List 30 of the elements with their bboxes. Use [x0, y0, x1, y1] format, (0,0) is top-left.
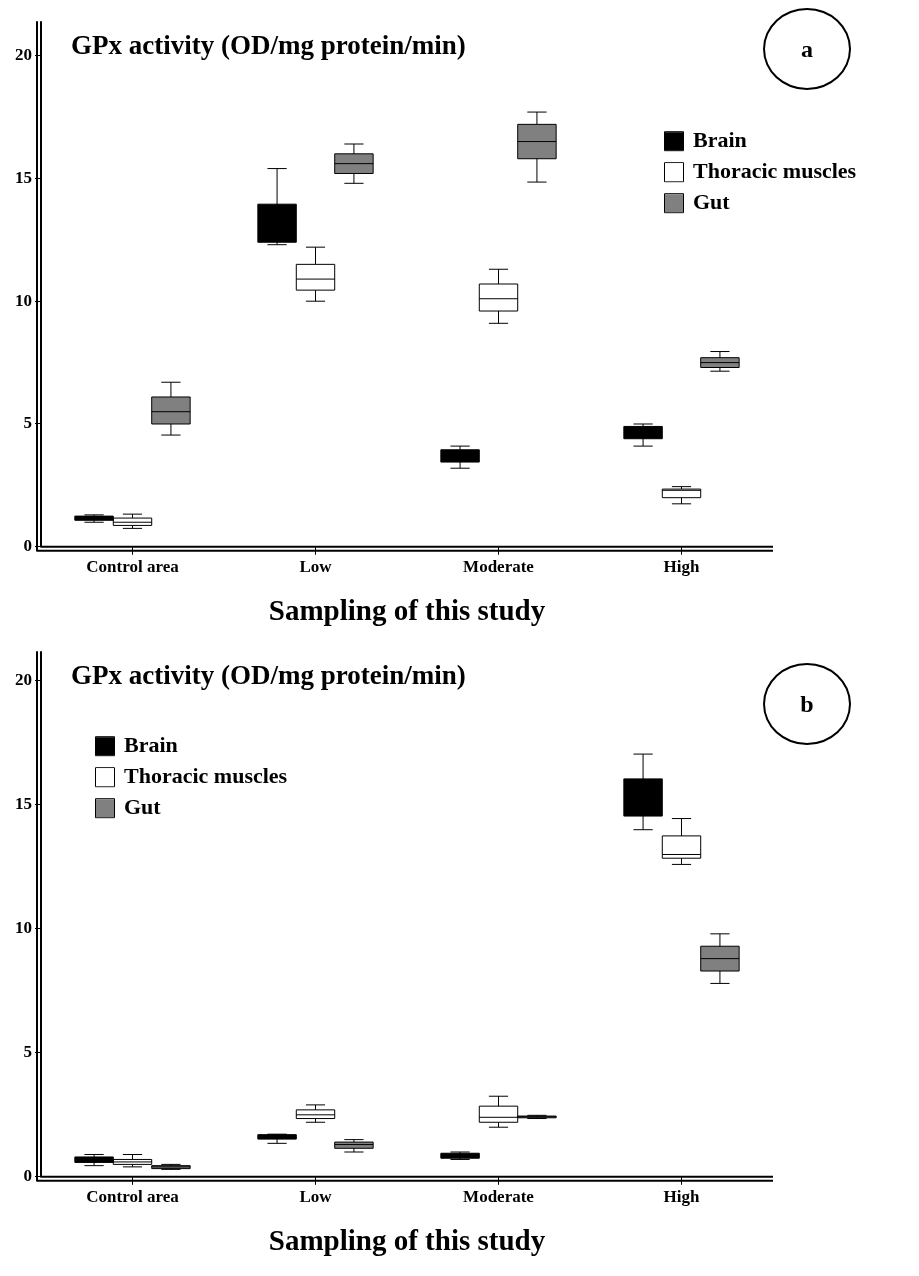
x-tick-label: High: [663, 557, 700, 577]
legend-label: Thoracic muscles: [693, 157, 857, 183]
y-tick-label: 5: [23, 1042, 32, 1062]
y-tick-label: 15: [15, 167, 32, 187]
y-tick-label: 0: [23, 1166, 32, 1186]
x-tick-label: Control area: [86, 557, 180, 577]
x-tick-label: Control area: [86, 1187, 180, 1207]
y-tick-label: 15: [15, 794, 32, 814]
x-tick-label: Low: [299, 557, 333, 577]
legend-label: Brain: [124, 731, 178, 757]
x-tick-label: Low: [299, 1187, 333, 1207]
y-tick-label: 10: [15, 290, 32, 310]
circle-outline: a: [763, 8, 851, 90]
legend-label: Thoracic muscles: [124, 762, 288, 788]
y-tick-label: 10: [15, 918, 32, 938]
x-tick-label: Moderate: [463, 557, 535, 577]
y-tick-label: 20: [15, 44, 32, 64]
legend-label: Gut: [124, 793, 162, 819]
y-tick-label: 20: [15, 670, 32, 690]
x-tick-label: Moderate: [463, 1187, 535, 1207]
y-axis-title: GPx activity (OD/mg protein/min): [71, 659, 466, 690]
x-axis-title: Sampling of this study: [268, 1224, 546, 1257]
legend-label: Gut: [693, 188, 731, 214]
circle-outline: b: [763, 663, 851, 745]
y-axis-title: GPx activity (OD/mg protein/min): [71, 29, 466, 60]
x-tick-label: High: [663, 1187, 700, 1207]
x-axis-title: Sampling of this study: [268, 594, 546, 627]
y-tick-label: 0: [23, 536, 32, 556]
y-tick-label: 5: [23, 413, 32, 433]
legend-label: Brain: [693, 126, 747, 152]
